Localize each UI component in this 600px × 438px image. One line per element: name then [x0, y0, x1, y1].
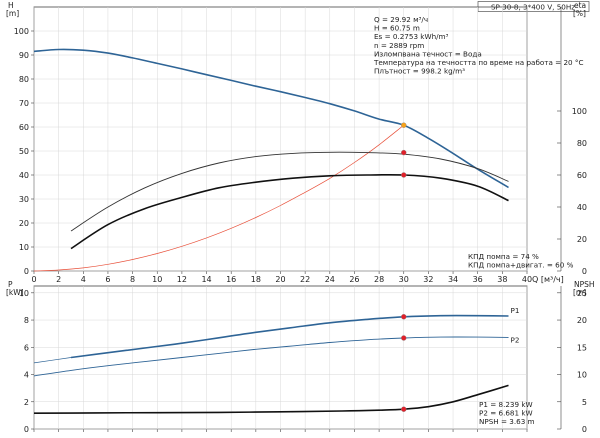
top-left-tick-label: 40 — [19, 171, 29, 180]
x-tick-label: 28 — [374, 275, 384, 284]
info-annotation: n = 2889 rpm — [374, 41, 424, 50]
top-right-tick-label: 100 — [572, 107, 587, 116]
efficiency-annotation: КПД помпа+двигат. = 60 % — [468, 261, 574, 270]
top-left-tick-label: 100 — [14, 27, 29, 36]
top-left-axis-title: H — [8, 1, 14, 10]
top-right-tick-label: 0 — [582, 267, 587, 276]
top-duty-point-marker — [401, 172, 407, 178]
x-tick-label: 32 — [423, 275, 433, 284]
bottom-series-p2 — [33, 336, 509, 377]
bottom-right-tick-label: 0 — [582, 425, 587, 434]
x-tick-label: 14 — [201, 275, 211, 284]
bottom-right-tick-label: 25 — [577, 289, 587, 298]
bottom-series-p1_ext — [33, 357, 72, 364]
bottom-left-axis-title: P — [8, 280, 13, 289]
bottom-left-tick-label: 4 — [24, 371, 29, 380]
info-annotation: Q = 29.92 м³/ч — [374, 15, 428, 24]
x-axis-title: Q [м³/ч] — [532, 275, 564, 284]
bottom-left-tick-label: 10 — [19, 289, 29, 298]
top-left-tick-label: 50 — [19, 147, 29, 156]
top-left-axis-unit: [m] — [6, 9, 19, 18]
bottom-left-tick-label: 2 — [24, 398, 29, 407]
header-box-text: SP 30-8, 3*400 V, 50Hz — [491, 3, 575, 12]
efficiency-annotation: КПД помпа = 74 % — [468, 252, 539, 261]
power-annotation: P2 = 6.681 kW — [479, 409, 533, 418]
x-tick-label: 2 — [56, 275, 61, 284]
power-annotation: P1 = 8.239 kW — [479, 400, 533, 409]
info-annotation: Плътност = 998.2 kg/m³ — [374, 67, 465, 76]
x-tick-label: 38 — [497, 275, 507, 284]
x-tick-label: 30 — [399, 275, 409, 284]
x-tick-label: 10 — [152, 275, 162, 284]
bottom-duty-point-marker — [401, 314, 407, 320]
x-tick-label: 22 — [300, 275, 310, 284]
bottom-left-axis-unit: [kW] — [6, 288, 24, 297]
header-box — [477, 1, 590, 12]
bottom-right-tick-label: 15 — [577, 343, 587, 352]
bottom-series-label-p1: P1 — [511, 306, 520, 315]
x-tick-label: 26 — [349, 275, 359, 284]
top-series-eta_pump — [70, 151, 509, 232]
power-annotation: NPSH = 3.63 m — [479, 417, 535, 426]
x-tick-label: 40 — [522, 275, 532, 284]
top-right-tick-label: 60 — [577, 171, 587, 180]
top-right-tick-label: 20 — [577, 235, 587, 244]
info-annotation: Температура на течността по време на раб… — [373, 58, 584, 67]
bottom-right-axis-title: NPSH — [574, 280, 595, 289]
x-tick-label: 0 — [31, 275, 36, 284]
x-tick-label: 18 — [251, 275, 261, 284]
bottom-left-tick-label: 0 — [24, 425, 29, 434]
top-duty-point-marker — [401, 122, 407, 128]
top-right-axis-title: eta — [574, 1, 586, 10]
x-tick-label: 4 — [81, 275, 86, 284]
bottom-series-label-p2: P2 — [511, 335, 520, 344]
bottom-right-tick-label: 10 — [577, 371, 587, 380]
bottom-duty-point-marker — [401, 335, 407, 341]
x-tick-label: 20 — [275, 275, 285, 284]
bottom-right-axis-unit: [m] — [573, 288, 586, 297]
top-right-tick-label: 40 — [577, 203, 587, 212]
top-left-tick-label: 30 — [19, 195, 29, 204]
bottom-duty-point-marker — [401, 406, 407, 412]
info-annotation: Изломпвана течност = Вода — [374, 49, 482, 58]
top-left-tick-label: 0 — [24, 267, 29, 276]
info-annotation: H = 60.75 m — [374, 24, 420, 33]
top-right-tick-label: 80 — [577, 139, 587, 148]
top-left-tick-label: 80 — [19, 75, 29, 84]
bottom-right-tick-label: 20 — [577, 316, 587, 325]
top-left-tick-label: 70 — [19, 99, 29, 108]
info-annotation: Es = 0.2753 kWh/m³ — [374, 32, 449, 41]
top-series-head — [33, 48, 509, 189]
top-series-system — [33, 124, 405, 272]
x-tick-label: 24 — [325, 275, 335, 284]
bottom-series-npsh — [33, 384, 509, 414]
top-left-tick-label: 60 — [19, 123, 29, 132]
x-tick-label: 12 — [177, 275, 187, 284]
bottom-left-tick-label: 6 — [24, 343, 29, 352]
top-left-tick-label: 90 — [19, 51, 29, 60]
top-duty-point-marker — [401, 149, 407, 156]
x-tick-label: 36 — [473, 275, 483, 284]
bottom-series-p1 — [70, 314, 509, 359]
x-tick-label: 8 — [130, 275, 135, 284]
bottom-left-tick-label: 8 — [24, 316, 29, 325]
top-right-axis-unit: [%] — [573, 9, 586, 18]
x-tick-label: 34 — [448, 275, 458, 284]
x-tick-label: 6 — [105, 275, 110, 284]
top-series-eta_total — [70, 173, 509, 250]
top-left-tick-label: 10 — [19, 243, 29, 252]
bottom-right-tick-label: 5 — [582, 398, 587, 407]
top-left-tick-label: 20 — [19, 219, 29, 228]
x-tick-label: 16 — [226, 275, 236, 284]
